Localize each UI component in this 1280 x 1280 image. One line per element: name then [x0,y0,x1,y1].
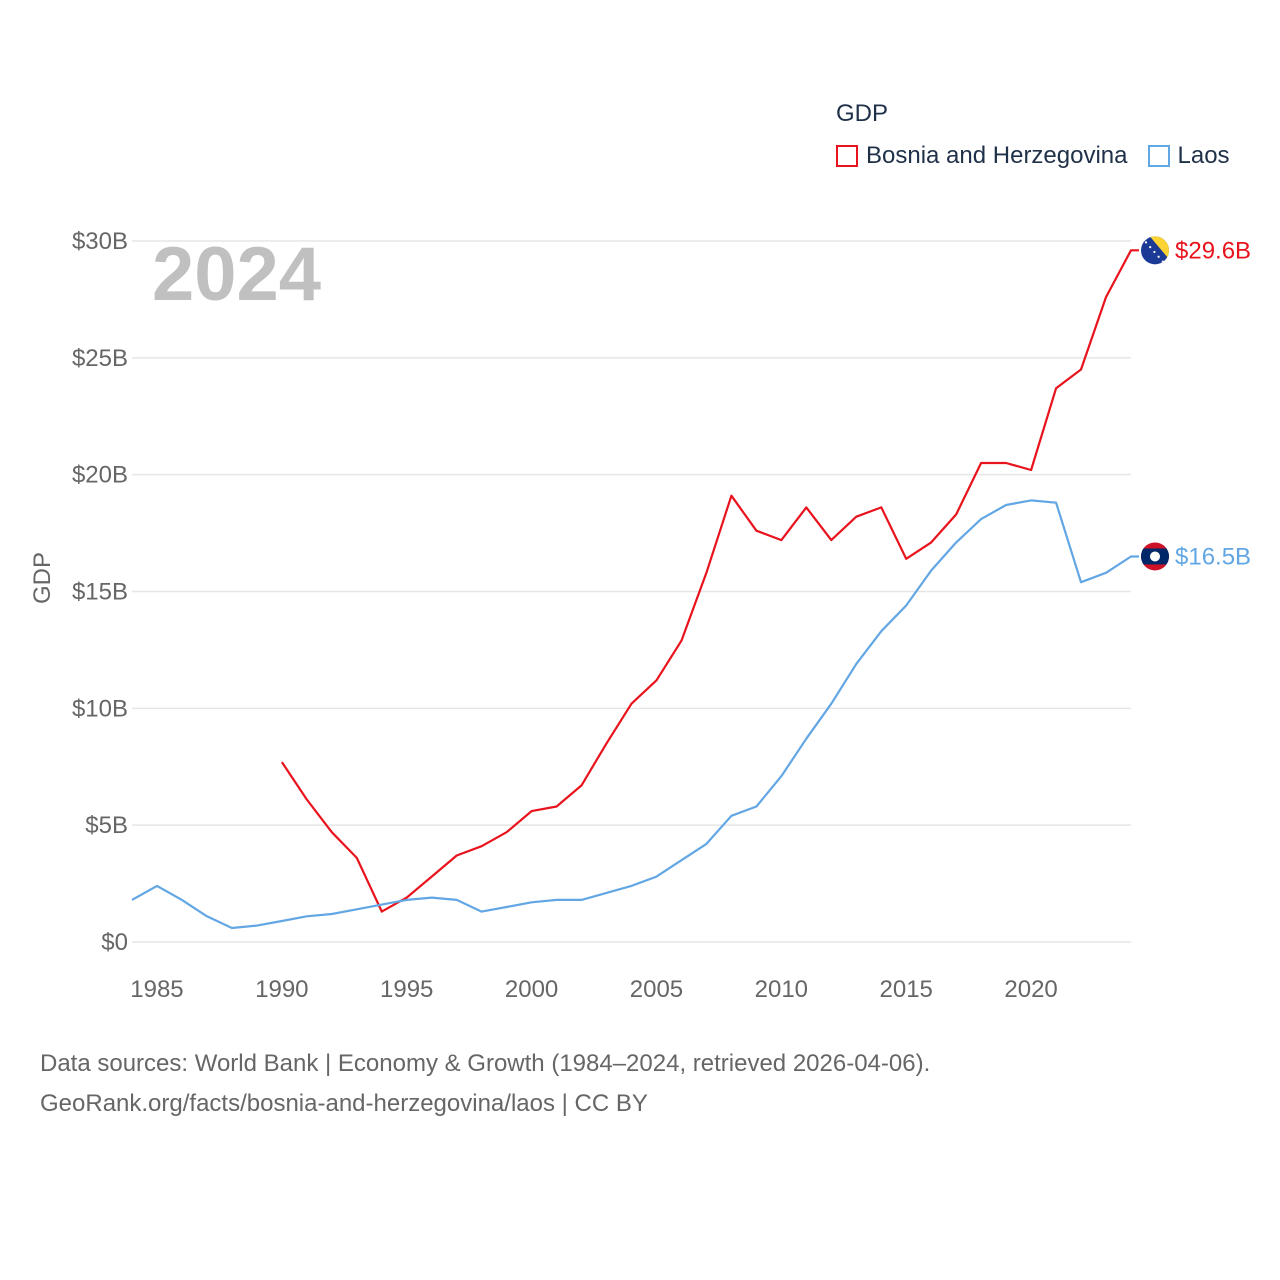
x-tick-label: 2020 [1004,976,1057,1003]
source-line-2[interactable]: GeoRank.org/facts/bosnia-and-herzegovina… [40,1090,648,1117]
y-axis-title: GDP [29,552,56,604]
source-line-1: Data sources: World Bank | Economy & Gro… [40,1050,931,1077]
legend-swatch-laos [1147,145,1170,167]
legend-label-laos: Laos [1177,142,1230,169]
series-line-0[interactable] [280,249,1139,913]
bosnia-flag-icon [1141,236,1169,265]
y-tick-label: $0 [101,929,128,956]
series-line-1[interactable] [131,499,1139,930]
year-label: 2024 [152,232,321,317]
legend-title: GDP [836,100,889,127]
x-tick-label: 1995 [380,976,433,1003]
series-group [131,249,1139,930]
end-value-label-0: $29.6B [1175,237,1251,264]
y-tick-label: $20B [72,462,128,489]
laos-flag-icon [1141,542,1169,571]
y-tick-label: $10B [72,695,128,722]
series-endpoints: $29.6B $16.5B [1141,236,1251,571]
x-tick-label: 1985 [130,976,183,1003]
x-tick-label: 2015 [880,976,933,1003]
x-tick-label: 2005 [630,976,683,1003]
y-tick-label: $30B [72,228,128,255]
x-axis: 1985 1990 1995 2000 2005 2010 2015 2020 [130,976,1058,1003]
legend-item-laos[interactable]: Laos [1147,142,1230,170]
grid [132,240,1131,943]
x-tick-label: 1990 [255,976,308,1003]
legend-item-bosnia[interactable]: Bosnia and Herzegovina [836,142,1128,170]
legend-label-bosnia: Bosnia and Herzegovina [866,142,1128,169]
y-tick-label: $25B [72,345,128,372]
legend-swatch-bosnia [836,145,858,167]
y-tick-label: $5B [85,812,128,839]
x-tick-label: 2010 [755,976,808,1003]
source-note: Data sources: World Bank | Economy & Gro… [40,1044,930,1124]
y-tick-label: $15B [72,579,128,606]
x-tick-label: 2000 [505,976,558,1003]
y-axis: $0 $5B $10B $15B $20B $25B $30B [72,228,128,956]
legend: Bosnia and Herzegovina Laos [836,142,1250,170]
end-value-label-1: $16.5B [1175,543,1251,570]
